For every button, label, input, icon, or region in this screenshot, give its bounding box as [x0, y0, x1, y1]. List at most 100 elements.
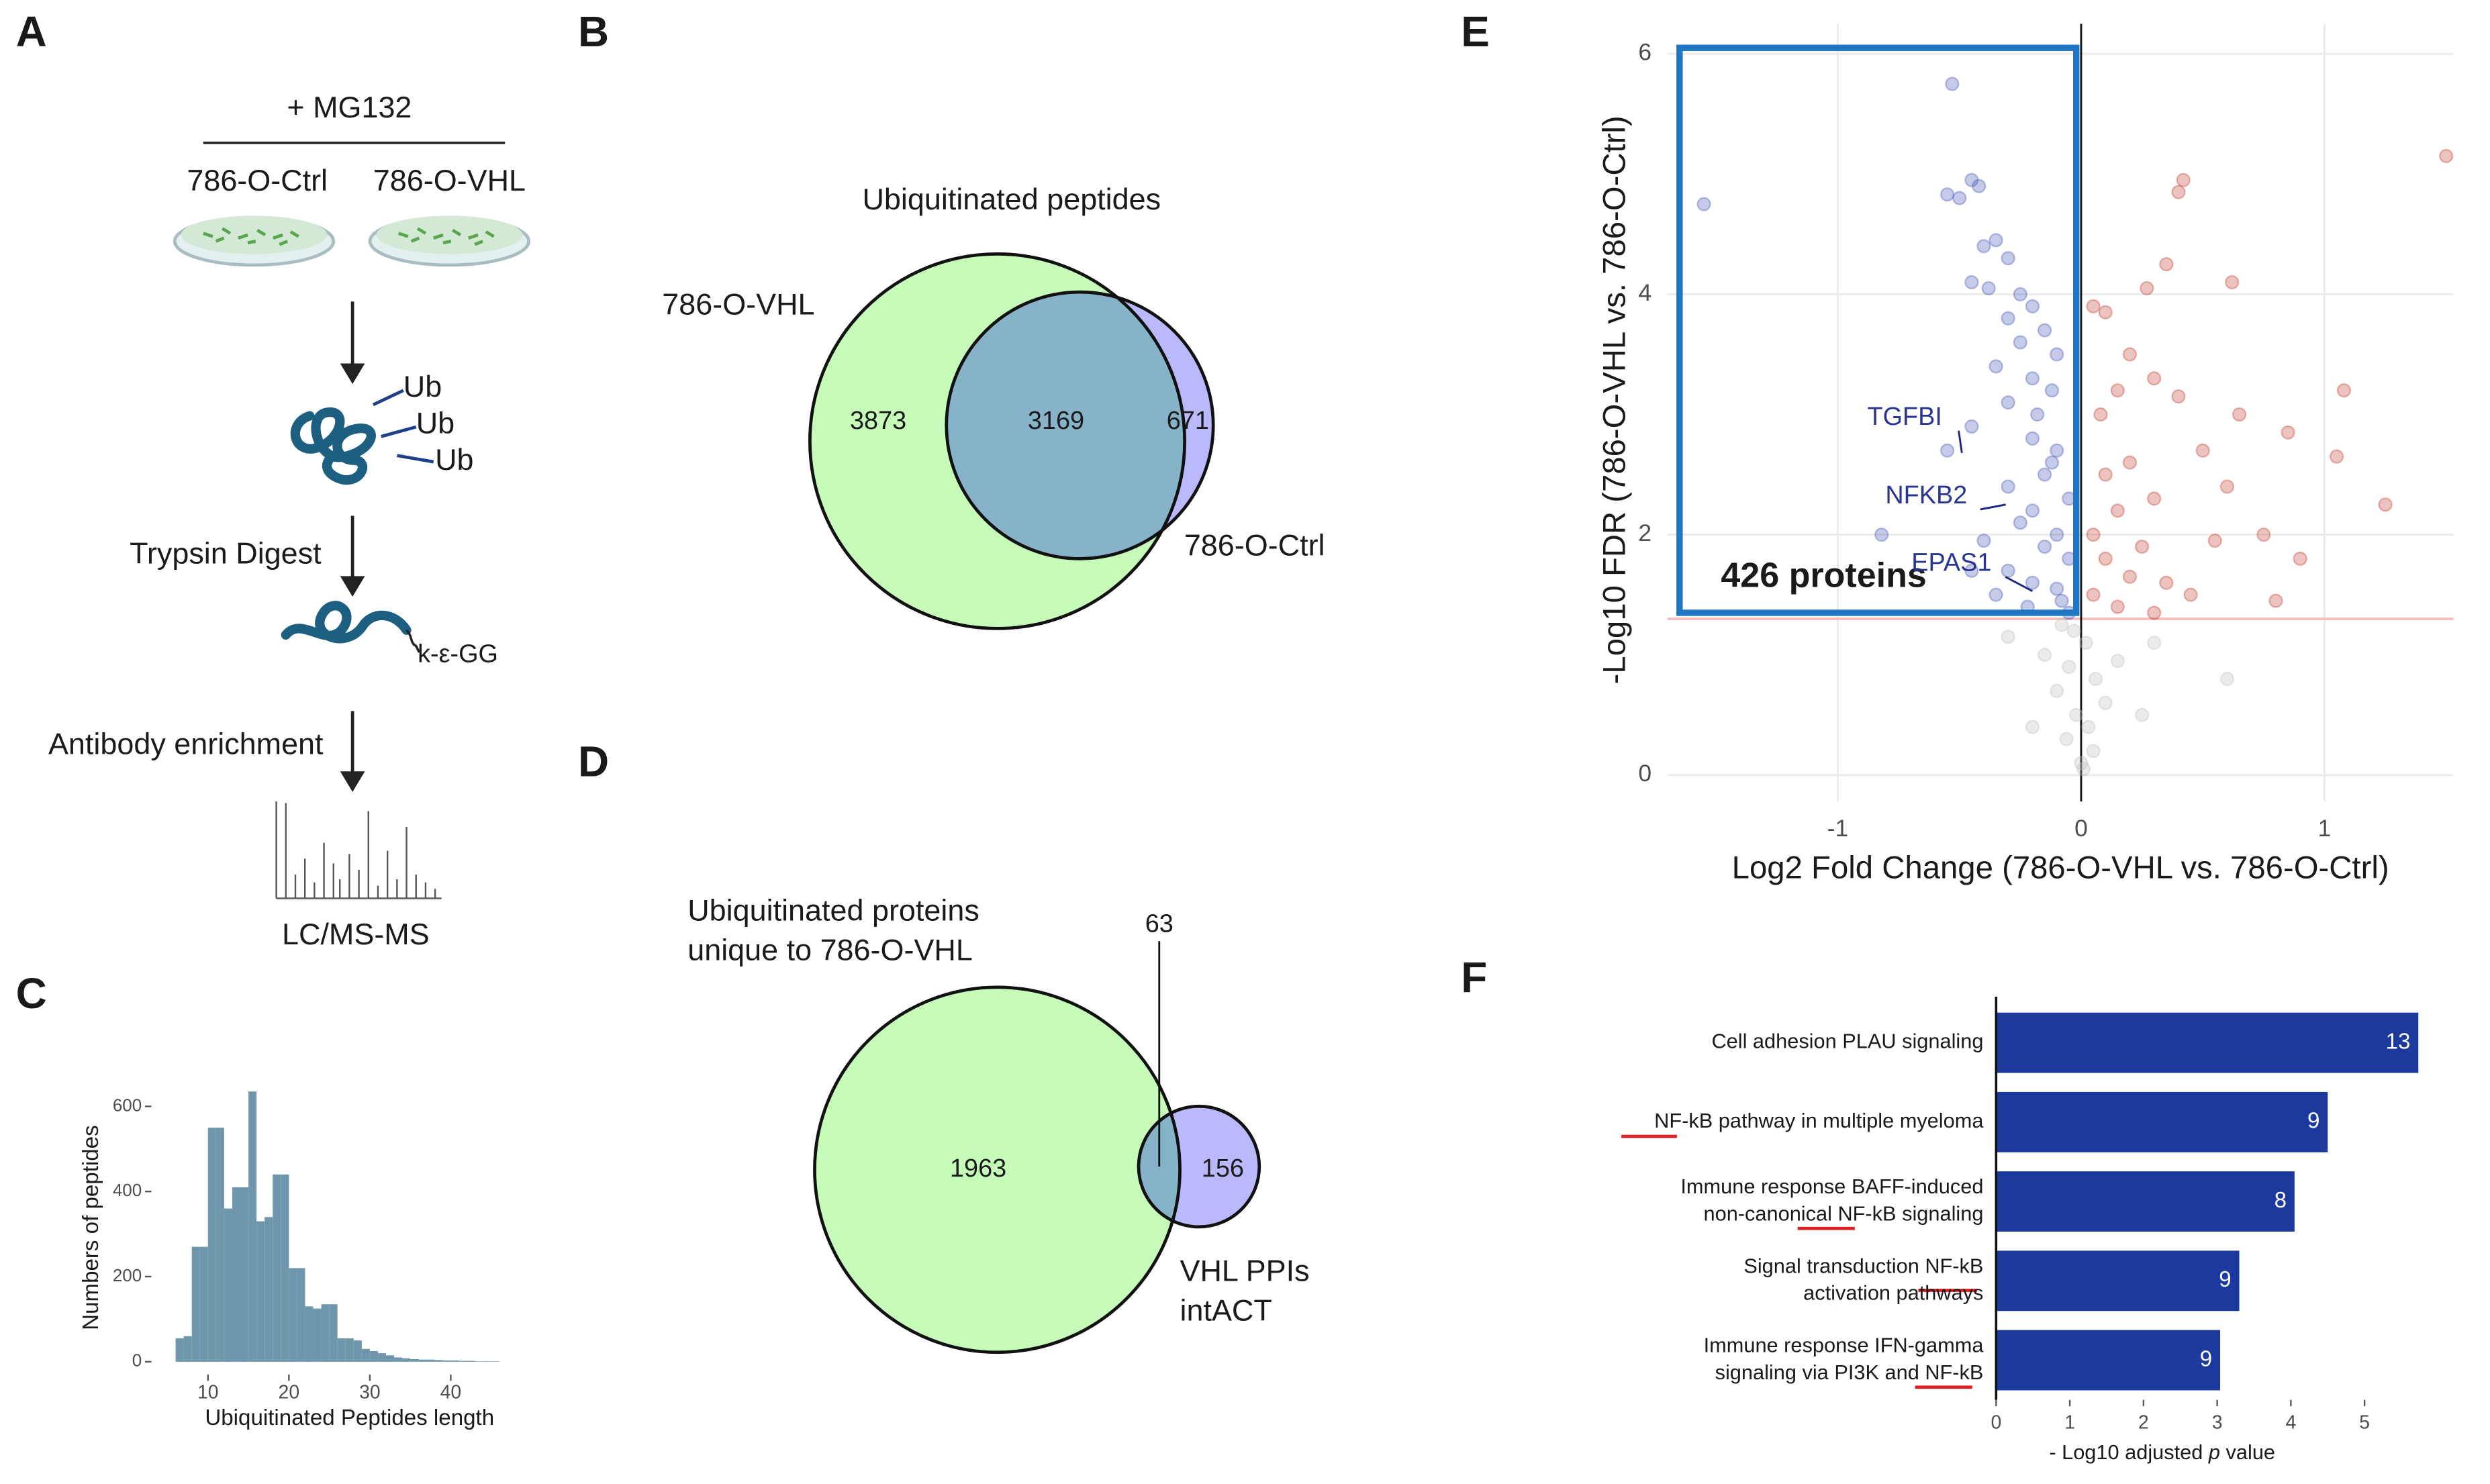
histogram-bar: [321, 1304, 330, 1362]
peptide-tail: [405, 629, 421, 653]
y-axis-label: -Log10 FDR (786-O-VHL vs. 786-O-Ctrl): [1597, 115, 1633, 684]
point: [2256, 527, 2271, 542]
bar-count: 13: [2386, 1029, 2411, 1054]
point: [1989, 587, 2003, 602]
point: [2086, 744, 2101, 758]
x-axis-label: Log2 Fold Change (786-O-VHL vs. 786-O-Ct…: [1732, 850, 2389, 885]
point: [2268, 593, 2283, 608]
point: [2062, 659, 2076, 675]
panel-label: A: [16, 7, 47, 56]
point: [2134, 539, 2150, 554]
histogram-bar: [377, 1353, 386, 1362]
histogram-bar: [265, 1217, 273, 1362]
x-tick-label: 1: [2064, 1412, 2075, 1434]
protein: [290, 407, 376, 485]
category-label: activation pathways: [1803, 1281, 1983, 1305]
y-tick-label: 400: [113, 1180, 142, 1200]
histogram-bar: [297, 1268, 305, 1362]
histogram-bar: [289, 1268, 297, 1362]
venn-count: 3169: [1028, 407, 1084, 435]
venn-count: 1963: [950, 1154, 1006, 1183]
point: [2001, 630, 2015, 644]
label: intACT: [1180, 1293, 1272, 1327]
x-tick-label: 3: [2212, 1412, 2223, 1434]
histogram-bar: [281, 1174, 289, 1362]
category-label: non-canonical NF-kB signaling: [1704, 1201, 1984, 1225]
x-axis-label-part: value: [2220, 1440, 2275, 1464]
histogram-bar: [224, 1208, 232, 1362]
circle-outline: [1137, 1104, 1261, 1229]
label: VHL PPIs: [1180, 1253, 1310, 1287]
x-tick-label: 5: [2359, 1412, 2370, 1434]
point: [2081, 720, 2096, 734]
category-label: Cell adhesion PLAU signaling: [1711, 1030, 1983, 1053]
point: [2037, 467, 2052, 482]
point: [2093, 407, 2108, 422]
point: [2219, 671, 2235, 687]
point: [1952, 191, 1967, 205]
point: [2013, 335, 2027, 350]
x-tick-label: 1: [2318, 815, 2332, 842]
y-tick-label: 200: [113, 1265, 142, 1285]
panel-label: B: [578, 7, 609, 56]
point: [2110, 599, 2125, 614]
histogram-bar: [369, 1350, 378, 1362]
dish: [173, 215, 336, 267]
readout: LC/MS-MS: [282, 917, 430, 951]
x-tick-label: -1: [1827, 815, 1849, 842]
point: [2171, 389, 2186, 404]
x-axis-label-part: - Log10 adjusted: [2049, 1440, 2209, 1464]
y-tick-label: 2: [1638, 520, 1651, 546]
x-axis-label: Ubiquitinated Peptides length: [205, 1405, 494, 1430]
histogram-bar: [483, 1361, 491, 1362]
bar: [1996, 1091, 2328, 1152]
ub-tag: Ub: [416, 406, 454, 440]
step-label: Trypsin Digest: [130, 536, 322, 571]
histogram-bar: [385, 1355, 395, 1362]
point: [2069, 707, 2084, 722]
point: [2159, 257, 2174, 272]
point: [1976, 239, 1991, 254]
bar: [1996, 1250, 2240, 1312]
annotation: TGFBI: [1867, 403, 1942, 431]
point: [2044, 383, 2060, 398]
point: [2134, 707, 2150, 722]
point: [2147, 605, 2162, 620]
category-label: Signal transduction NF-kB: [1743, 1254, 1983, 1277]
histogram-bar: [216, 1128, 224, 1362]
annotation: NFKB2: [1885, 481, 1967, 509]
point: [2050, 443, 2064, 458]
annotation: EPAS1: [1911, 549, 1991, 577]
point: [2122, 455, 2138, 470]
venn-count: 63: [1145, 910, 1174, 938]
label: Ubiquitinated peptides: [862, 182, 1161, 216]
category-label: Immune response IFN-gamma: [1704, 1334, 1984, 1357]
histogram-bar: [426, 1359, 435, 1362]
point: [2025, 575, 2040, 590]
point: [2110, 654, 2125, 669]
point: [2074, 756, 2089, 771]
arrow: [340, 301, 365, 792]
point: [2110, 383, 2125, 398]
point: [2078, 636, 2093, 650]
histogram-bar: [345, 1338, 354, 1362]
point: [2098, 467, 2113, 482]
point: [2076, 762, 2091, 777]
bar-count: 9: [2219, 1267, 2231, 1292]
histogram-bar: [475, 1361, 483, 1362]
bar: [1996, 1012, 2419, 1073]
histogram-bar: [394, 1357, 403, 1362]
point: [2176, 172, 2191, 187]
histogram-bar: [329, 1304, 338, 1362]
histogram-bar: [273, 1174, 281, 1362]
y-tick-label: 6: [1638, 39, 1651, 66]
x-tick-label: 0: [1991, 1412, 2001, 1434]
circle-outline: [813, 985, 1182, 1354]
point: [1874, 527, 1889, 542]
histogram-bar: [191, 1246, 200, 1362]
histogram-bar: [450, 1360, 459, 1362]
point: [2147, 371, 2162, 386]
histogram-bar: [313, 1308, 322, 1362]
point: [2159, 575, 2174, 590]
